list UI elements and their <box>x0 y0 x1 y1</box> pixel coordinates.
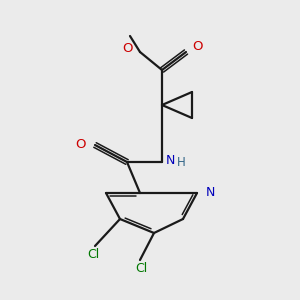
Text: Cl: Cl <box>87 248 99 262</box>
Text: N: N <box>166 154 175 166</box>
Text: Cl: Cl <box>135 262 147 275</box>
Text: O: O <box>76 137 86 151</box>
Text: O: O <box>192 40 202 53</box>
Text: H: H <box>177 157 186 169</box>
Text: O: O <box>122 41 133 55</box>
Text: N: N <box>206 185 215 199</box>
